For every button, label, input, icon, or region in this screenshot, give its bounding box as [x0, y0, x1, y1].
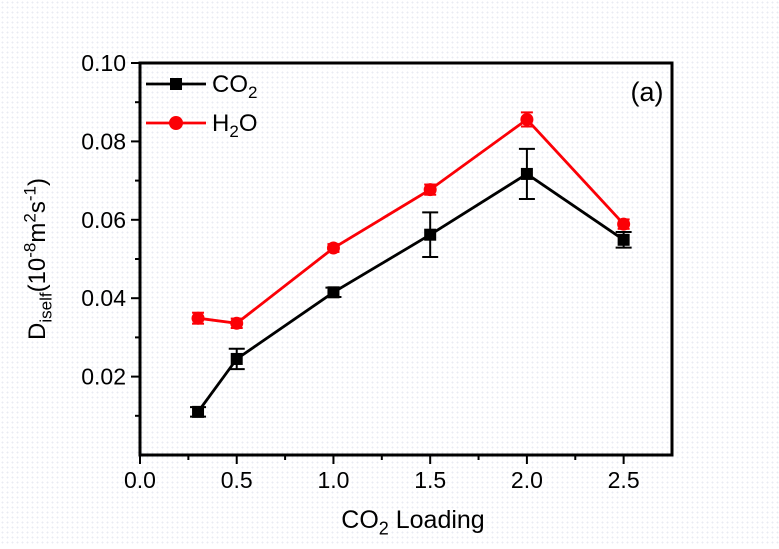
- x-tick-label: 2.0: [511, 467, 543, 493]
- data-point-circle: [191, 311, 205, 325]
- data-point-square: [424, 228, 437, 241]
- series-co2: [190, 147, 632, 418]
- text-part: m: [24, 223, 51, 243]
- y-tick-label: 0.04: [81, 285, 126, 311]
- text-part: -1: [20, 186, 39, 201]
- data-point-square: [192, 405, 205, 418]
- text-part: 2: [229, 122, 238, 141]
- data-point-circle: [326, 241, 340, 255]
- y-tick-label: 0.10: [81, 50, 126, 76]
- panel-annotation: (a): [631, 77, 664, 107]
- y-tick-label: 0.06: [81, 207, 126, 233]
- y-tick-label: 0.02: [81, 364, 126, 390]
- x-tick-label: 1.0: [317, 467, 349, 493]
- data-point-circle: [423, 183, 437, 197]
- text-part: CO: [341, 506, 379, 534]
- series-line: [196, 172, 625, 413]
- data-point-circle: [617, 217, 631, 231]
- x-tick-label: 1.5: [414, 467, 446, 493]
- text-part: 2: [379, 519, 389, 539]
- x-tick-label: 0.0: [124, 467, 156, 493]
- x-tick-label: 2.5: [608, 467, 640, 493]
- text-part: O: [239, 110, 258, 137]
- text-part: ): [24, 178, 51, 186]
- text-part: iself: [36, 292, 55, 323]
- text-part: 2: [20, 213, 39, 222]
- legend-marker-square: [170, 78, 182, 90]
- data-point-circle: [520, 112, 534, 126]
- series-h2o: [191, 111, 631, 330]
- y-tick-label: 0.08: [81, 128, 126, 154]
- legend-label-h2o: H2O: [212, 110, 257, 141]
- text-part: CO: [212, 71, 248, 98]
- legend-label-co2: CO2: [212, 71, 257, 102]
- legend-marker-circle: [169, 116, 183, 130]
- data-point-square: [617, 233, 630, 246]
- data-point-square: [230, 352, 243, 365]
- y-axis-title: Diself(10-8m2s-1): [20, 178, 55, 340]
- text-part: Loading: [389, 506, 485, 534]
- text-part: D: [24, 323, 51, 340]
- data-point-square: [327, 286, 340, 299]
- text-part: (10: [24, 258, 51, 293]
- text-part: H: [212, 110, 229, 137]
- x-tick-label: 0.5: [221, 467, 253, 493]
- series-line: [197, 117, 625, 325]
- text-part: -8: [20, 243, 39, 258]
- text-part: 2: [248, 83, 257, 102]
- data-point-circle: [230, 316, 244, 330]
- x-axis-title: CO2 Loading: [341, 506, 484, 539]
- text-part: s: [24, 201, 51, 213]
- data-point-square: [520, 167, 533, 180]
